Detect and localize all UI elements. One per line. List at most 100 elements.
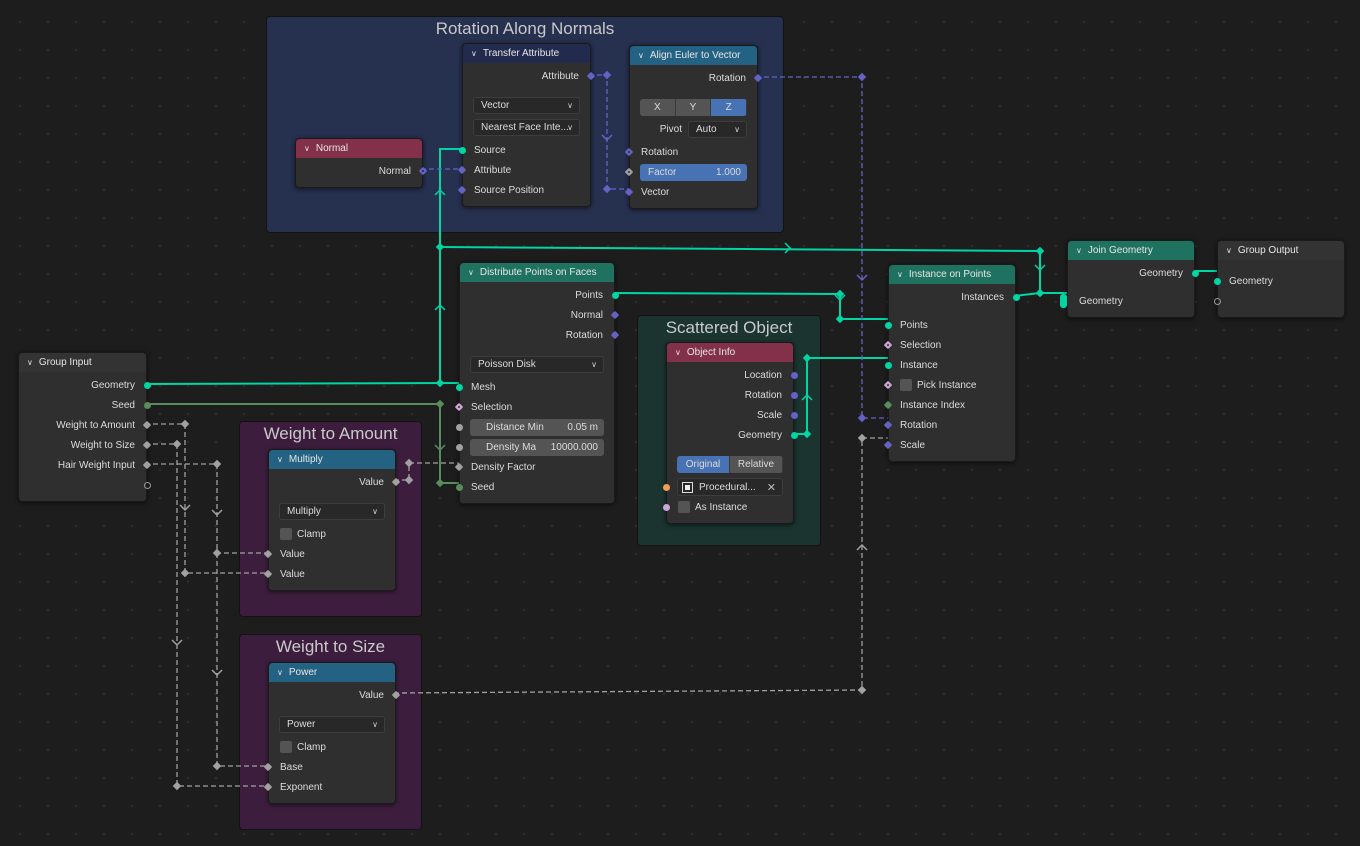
collapse-chevron-icon[interactable]: ∨ bbox=[27, 358, 33, 367]
reroute-node[interactable] bbox=[212, 459, 222, 469]
toggle-y[interactable]: Y bbox=[675, 98, 712, 116]
node-join[interactable]: ∨ Join Geometry Geometry Geometry bbox=[1060, 240, 1199, 318]
reroute-node[interactable] bbox=[802, 429, 812, 439]
collapse-chevron-icon[interactable]: ∨ bbox=[468, 268, 474, 277]
link-attribute-to-vector[interactable] bbox=[589, 74, 629, 190]
socket-geometry-icon[interactable] bbox=[455, 383, 463, 391]
toggle-x[interactable]: X bbox=[640, 98, 676, 116]
reroute-node[interactable] bbox=[404, 475, 414, 485]
reroute-node[interactable] bbox=[435, 478, 445, 488]
node-objinfo[interactable]: ∨ Object Info Location Rotation Scale Geometr… bbox=[662, 342, 798, 524]
collapse-chevron-icon[interactable]: ∨ bbox=[897, 270, 903, 279]
node-groupin[interactable]: ∨ Group Input Geometry Seed Weight to Amount… bbox=[18, 352, 152, 502]
node-header[interactable]: ∨ Group Input bbox=[19, 353, 146, 372]
dropdown-nearest-face-inte[interactable]: Nearest Face Inte... ∨ bbox=[473, 118, 580, 136]
reroute-node[interactable] bbox=[435, 378, 445, 388]
checkbox-clamp[interactable] bbox=[280, 741, 292, 753]
socket-bool-icon[interactable] bbox=[662, 503, 670, 511]
socket-geometry-icon[interactable] bbox=[611, 291, 619, 299]
node-header[interactable]: ∨ Align Euler to Vector bbox=[630, 46, 757, 65]
socket-geometry-icon[interactable] bbox=[884, 321, 892, 329]
collapse-chevron-icon[interactable]: ∨ bbox=[277, 668, 283, 677]
node-multiply[interactable]: ∨ Multiply Value Multiply ∨ Clamp Value Value bbox=[263, 449, 401, 591]
reroute-node[interactable] bbox=[1035, 288, 1045, 298]
reroute-node[interactable] bbox=[435, 399, 445, 409]
field-density-ma[interactable]: Density Ma 10000.000 bbox=[470, 438, 604, 456]
link-mesh-to-join[interactable] bbox=[439, 246, 1067, 294]
link-hair-weight-power[interactable] bbox=[216, 553, 268, 767]
socket-object-icon[interactable] bbox=[662, 483, 670, 491]
socket-float-icon[interactable] bbox=[455, 443, 463, 451]
collapse-chevron-icon[interactable]: ∨ bbox=[1226, 246, 1232, 255]
node-align[interactable]: ∨ Align Euler to Vector Rotation X Y Z Pivot Au… bbox=[624, 45, 763, 209]
field-distance-min[interactable]: Distance Min 0.05 m bbox=[470, 418, 604, 436]
node-header[interactable]: ∨ Normal bbox=[296, 139, 422, 158]
reroute-node[interactable] bbox=[172, 439, 182, 449]
node-header[interactable]: ∨ Power bbox=[269, 663, 395, 682]
socket-vector-icon[interactable] bbox=[790, 411, 798, 419]
socket-geometry-icon[interactable] bbox=[1213, 277, 1221, 285]
socket-geometry-icon[interactable] bbox=[458, 146, 466, 154]
reroute-node[interactable] bbox=[802, 353, 812, 363]
node-header[interactable]: ∨ Instance on Points bbox=[889, 265, 1015, 284]
reroute-node[interactable] bbox=[602, 70, 612, 80]
toggle-relative[interactable]: Relative bbox=[730, 455, 783, 473]
checkbox-pick-instance[interactable] bbox=[900, 379, 912, 391]
link-rotation-to-instance[interactable] bbox=[756, 76, 888, 419]
socket-geometry-icon[interactable] bbox=[143, 381, 151, 389]
reroute-node[interactable] bbox=[180, 419, 190, 429]
socket-geometry-icon[interactable] bbox=[1060, 294, 1067, 308]
node-power[interactable]: ∨ Power Value Power ∨ Clamp Base Exponent bbox=[263, 662, 401, 804]
link-power-to-scale[interactable] bbox=[393, 437, 888, 694]
toggle-group[interactable]: Original Relative bbox=[677, 455, 783, 473]
reroute-node[interactable] bbox=[602, 184, 612, 194]
socket-float-icon[interactable] bbox=[455, 423, 463, 431]
node-header[interactable]: ∨ Group Output bbox=[1218, 241, 1344, 260]
collapse-chevron-icon[interactable]: ∨ bbox=[1076, 246, 1082, 255]
reroute-node[interactable] bbox=[857, 685, 867, 695]
socket-none-icon[interactable] bbox=[1213, 297, 1221, 305]
link-weight-amount[interactable] bbox=[145, 423, 268, 574]
reroute-node[interactable] bbox=[212, 548, 222, 558]
link-points-to-instance[interactable] bbox=[612, 292, 888, 320]
toggle-z[interactable]: Z bbox=[711, 98, 747, 116]
node-distribute[interactable]: ∨ Distribute Points on Faces Points Normal R… bbox=[454, 262, 620, 504]
socket-geometry-icon[interactable] bbox=[790, 431, 798, 439]
node-transfer[interactable]: ∨ Transfer Attribute Attribute Vector ∨ Neare… bbox=[457, 43, 596, 207]
reroute-node[interactable] bbox=[857, 72, 867, 82]
reroute-node[interactable] bbox=[835, 314, 845, 324]
reroute-node[interactable] bbox=[435, 242, 445, 252]
collapse-chevron-icon[interactable]: ∨ bbox=[277, 455, 283, 464]
reroute-node[interactable] bbox=[404, 458, 414, 468]
socket-none-icon[interactable] bbox=[143, 481, 151, 489]
node-header[interactable]: ∨ Multiply bbox=[269, 450, 395, 469]
dropdown-poisson-disk[interactable]: Poisson Disk ∨ bbox=[470, 355, 604, 373]
socket-geometry-icon[interactable] bbox=[884, 361, 892, 369]
dropdown-pivot[interactable]: Auto ∨ bbox=[688, 120, 747, 138]
link-multiply-to-density[interactable] bbox=[394, 462, 459, 481]
socket-geometry-icon[interactable] bbox=[1012, 293, 1020, 301]
field-factor[interactable]: Factor 1.000 bbox=[640, 163, 747, 181]
link-hair-weight-multiply[interactable] bbox=[145, 463, 268, 554]
checkbox-as-instance[interactable] bbox=[678, 501, 690, 513]
collapse-chevron-icon[interactable]: ∨ bbox=[675, 348, 681, 357]
socket-int-icon[interactable] bbox=[455, 483, 463, 491]
toggle-original[interactable]: Original bbox=[677, 455, 730, 473]
collapse-chevron-icon[interactable]: ∨ bbox=[638, 51, 644, 60]
reroute-node[interactable] bbox=[857, 413, 867, 423]
reroute-node[interactable] bbox=[172, 781, 182, 791]
reroute-node[interactable] bbox=[180, 568, 190, 578]
node-header[interactable]: ∨ Transfer Attribute bbox=[463, 44, 590, 63]
socket-vector-icon[interactable] bbox=[790, 371, 798, 379]
node-header[interactable]: ∨ Object Info bbox=[667, 343, 793, 362]
checkbox-clamp[interactable] bbox=[280, 528, 292, 540]
socket-geometry-icon[interactable] bbox=[1191, 269, 1199, 277]
dropdown-vector[interactable]: Vector ∨ bbox=[473, 96, 580, 114]
node-header[interactable]: ∨ Distribute Points on Faces bbox=[460, 263, 614, 282]
link-group-geometry-to-mesh[interactable] bbox=[144, 382, 460, 385]
dropdown-multiply[interactable]: Multiply ∨ bbox=[279, 502, 385, 520]
collapse-chevron-icon[interactable]: ∨ bbox=[471, 49, 477, 58]
node-groupout[interactable]: ∨ Group Output Geometry bbox=[1213, 240, 1345, 318]
link-weight-size[interactable] bbox=[145, 443, 268, 787]
